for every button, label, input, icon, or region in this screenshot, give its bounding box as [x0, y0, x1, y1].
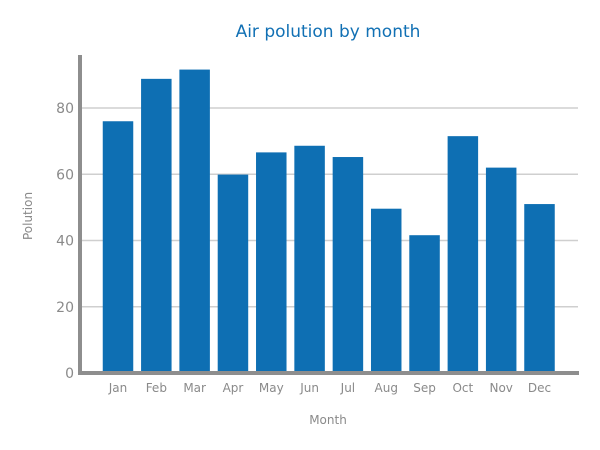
- x-tick-label: Dec: [528, 381, 551, 395]
- bar-may: [256, 152, 287, 373]
- bar-dec: [524, 204, 555, 373]
- y-tick-label: 40: [56, 234, 74, 250]
- x-tick-label: Apr: [223, 381, 244, 395]
- x-axis-label: Month: [309, 413, 347, 427]
- bar-jun: [294, 145, 325, 373]
- x-tick-label: Aug: [375, 381, 398, 395]
- bar-jan: [102, 121, 134, 373]
- x-tick-label: Jul: [340, 381, 355, 395]
- x-tick-label: Jan: [108, 381, 128, 395]
- x-tick-label: Feb: [146, 381, 167, 395]
- x-tick-label: Sep: [413, 381, 436, 395]
- bar-oct: [447, 136, 479, 373]
- bar-jul: [332, 157, 364, 373]
- x-tick-label: Oct: [452, 381, 473, 395]
- x-tick-label: May: [259, 381, 284, 395]
- bar-apr: [217, 174, 249, 373]
- y-axis-label: Polution: [21, 192, 35, 240]
- y-tick-label: 80: [56, 101, 74, 117]
- y-tick-label: 20: [56, 300, 74, 316]
- y-tick-label: 60: [56, 167, 74, 183]
- bar-mar: [179, 69, 210, 373]
- bar-sep: [409, 235, 440, 373]
- x-tick-label: Mar: [183, 381, 206, 395]
- bar-feb: [141, 78, 172, 373]
- x-tick-label: Jun: [299, 381, 319, 395]
- x-tick-labels: Jan Feb Mar Apr May Jun Jul Aug Sep Oct Nov Dec: [108, 381, 551, 395]
- y-tick-labels: 0 20 40 60 80: [56, 101, 74, 382]
- bar-nov: [485, 167, 517, 373]
- bar-aug: [370, 208, 402, 373]
- bar-layer: [102, 69, 555, 373]
- x-tick-label: Nov: [489, 381, 512, 395]
- y-tick-label: 0: [65, 366, 74, 382]
- chart-title: Air polution by month: [236, 22, 421, 42]
